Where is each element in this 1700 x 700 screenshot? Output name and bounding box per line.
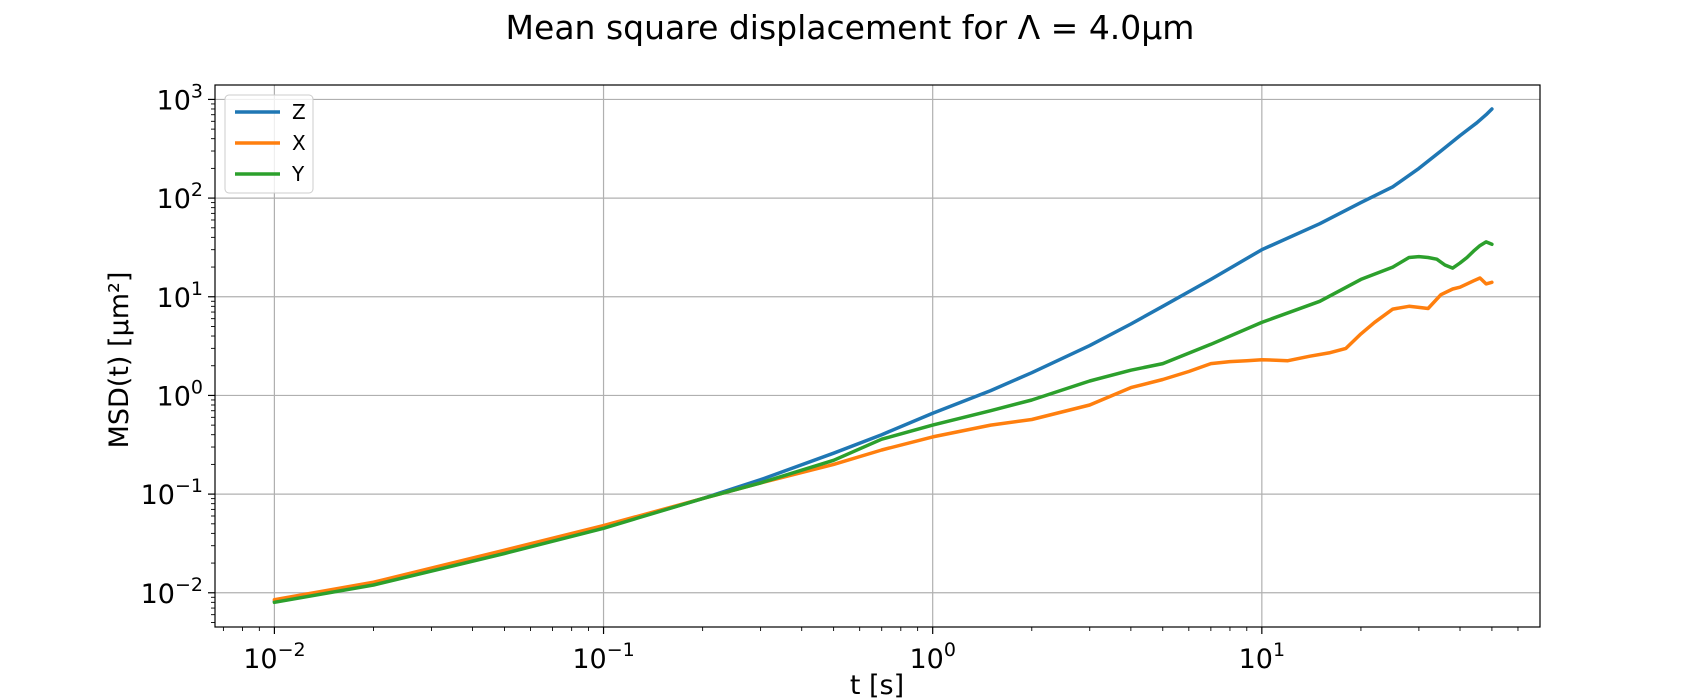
legend-label-z: Z	[292, 100, 306, 124]
y-tick-label: 103	[157, 80, 203, 116]
x-tick-label: 100	[909, 639, 955, 675]
legend-label-x: X	[292, 131, 306, 155]
x-tick-label: 101	[1239, 639, 1285, 675]
y-tick-label: 101	[157, 278, 203, 314]
y-axis-label: MSD(t) [μm²]	[104, 272, 135, 449]
y-tick-label: 102	[157, 179, 203, 215]
x-tick-label: 10−1	[572, 639, 634, 675]
y-tick-label: 100	[157, 376, 203, 412]
y-tick-label: 10−1	[141, 475, 203, 511]
axis-ticks: 10−2 10−1 100 101 10−2 10−1 100 101 102 103	[141, 80, 1519, 675]
x-tick-label: 10−2	[243, 639, 305, 675]
series-line-y	[272, 240, 1494, 605]
series-line-x	[272, 276, 1494, 602]
chart-title: Mean square displacement for Λ = 4.0μm	[506, 8, 1195, 47]
series-lines	[272, 107, 1494, 605]
y-tick-label: 10−2	[141, 574, 203, 610]
plot-frame	[214, 84, 1541, 628]
legend: ZXY	[224, 94, 314, 194]
x-axis-label: t [s]	[850, 670, 904, 700]
legend-label-y: Y	[291, 162, 305, 186]
legend-entries: ZXY	[235, 100, 306, 186]
grid-lines	[215, 85, 1540, 627]
